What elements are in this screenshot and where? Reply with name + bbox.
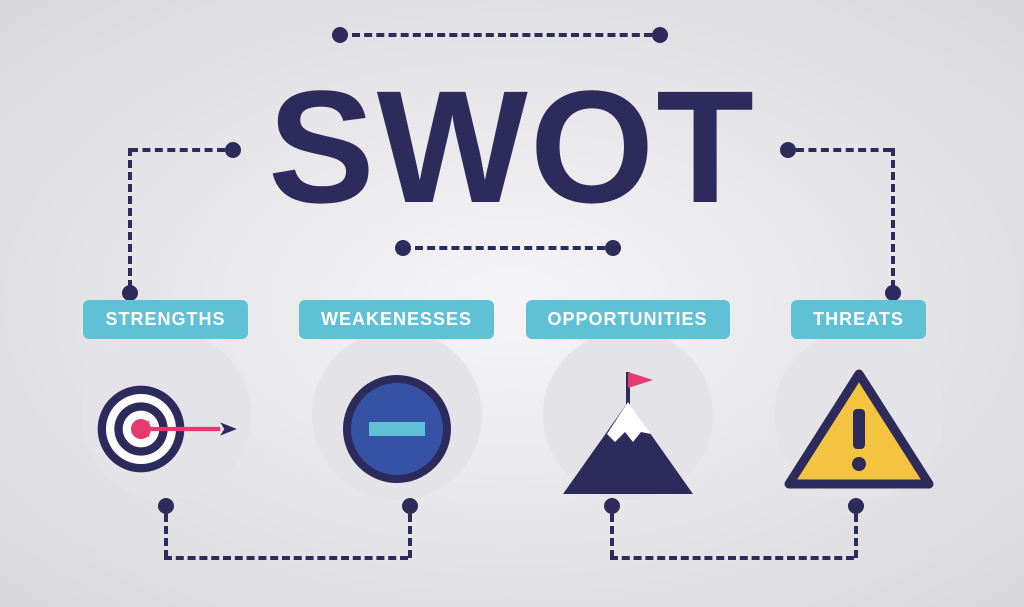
connector-line [164, 514, 168, 558]
quadrant-threats: THREATS [759, 300, 959, 499]
target-icon [91, 359, 241, 499]
connector-line [854, 514, 858, 558]
connector-dot [225, 142, 241, 158]
swot-title: SWOT [268, 55, 756, 239]
connector-line [408, 514, 412, 558]
label-strengths: STRENGTHS [83, 300, 247, 339]
minus-circle-icon [322, 359, 472, 499]
connector-dot [395, 240, 411, 256]
connector-line [610, 556, 854, 560]
connector-dot [122, 285, 138, 301]
connector-line [130, 148, 225, 152]
quadrant-opportunities: OPPORTUNITIES [528, 300, 728, 499]
connector-dot [158, 498, 174, 514]
warning-triangle-icon [784, 359, 934, 499]
label-weaknesses: WEAKENESSES [299, 300, 494, 339]
label-opportunities: OPPORTUNITIES [526, 300, 730, 339]
connector-line [352, 33, 652, 37]
connector-dot [848, 498, 864, 514]
mountain-flag-icon [553, 359, 703, 499]
quadrants-row: STRENGTHS WEAKENESSES OP [0, 300, 1024, 499]
connector-line [891, 148, 895, 288]
connector-dot [780, 142, 796, 158]
connector-line [164, 556, 408, 560]
connector-line [610, 514, 614, 558]
label-threats: THREATS [791, 300, 926, 339]
quadrant-strengths: STRENGTHS [66, 300, 266, 499]
connector-dot [402, 498, 418, 514]
connector-line [128, 148, 132, 288]
quadrant-weaknesses: WEAKENESSES [297, 300, 497, 499]
connector-dot [605, 240, 621, 256]
connector-line [415, 246, 605, 250]
connector-dot [885, 285, 901, 301]
connector-dot [652, 27, 668, 43]
connector-line [796, 148, 891, 152]
connector-dot [332, 27, 348, 43]
